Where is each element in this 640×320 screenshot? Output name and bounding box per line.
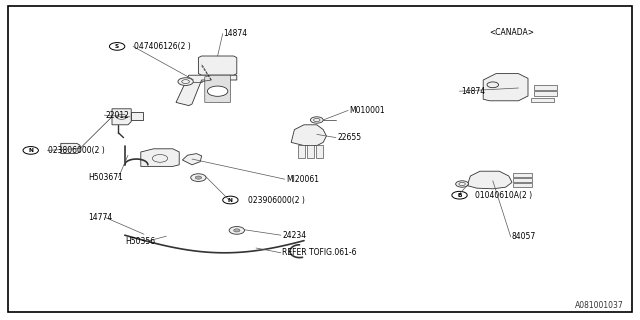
Text: 22012: 22012 [106,111,129,120]
Text: REFER TOFIG.061-6: REFER TOFIG.061-6 [282,248,356,257]
Circle shape [234,229,240,232]
Circle shape [191,174,206,181]
Bar [298,145,305,158]
Text: N: N [228,197,233,203]
Text: 22655: 22655 [337,133,362,142]
Text: <CANADA>: <CANADA> [490,28,534,36]
Bar [534,85,557,90]
Text: 14874: 14874 [223,29,247,38]
Text: M010001: M010001 [349,106,385,115]
Circle shape [207,86,228,96]
Bar [513,183,532,187]
Bar [131,112,143,120]
Text: 023906000(2 ): 023906000(2 ) [248,196,305,204]
Polygon shape [205,75,230,102]
Text: H503671: H503671 [88,173,123,182]
Text: 023806000(2 ): 023806000(2 ) [48,146,105,155]
Bar [316,145,323,158]
Text: MI20061: MI20061 [287,175,320,184]
Polygon shape [182,154,202,165]
Text: 01040610A(2 ): 01040610A(2 ) [475,191,532,200]
Bar [307,145,314,158]
Polygon shape [467,171,512,189]
Text: 047406126(2 ): 047406126(2 ) [134,42,191,51]
Polygon shape [198,56,237,75]
Text: H50356: H50356 [125,237,155,246]
Circle shape [310,117,323,123]
Text: B: B [458,193,461,198]
Bar [513,178,532,182]
Polygon shape [112,109,131,125]
Text: 14874: 14874 [461,87,485,96]
Circle shape [487,82,499,88]
Bar [534,91,557,96]
Text: 84057: 84057 [512,232,536,241]
Text: 24234: 24234 [282,231,307,240]
Text: 14774: 14774 [88,213,113,222]
Circle shape [195,176,202,179]
Circle shape [456,181,468,187]
Polygon shape [176,75,237,106]
Polygon shape [483,74,528,101]
Text: N: N [28,148,33,153]
Circle shape [229,227,244,234]
Bar [513,173,532,177]
Polygon shape [141,149,179,166]
Polygon shape [291,125,326,146]
Circle shape [178,78,193,85]
Text: A081001037: A081001037 [575,301,624,310]
Polygon shape [61,143,80,154]
Bar [531,98,554,102]
Text: S: S [115,44,119,49]
